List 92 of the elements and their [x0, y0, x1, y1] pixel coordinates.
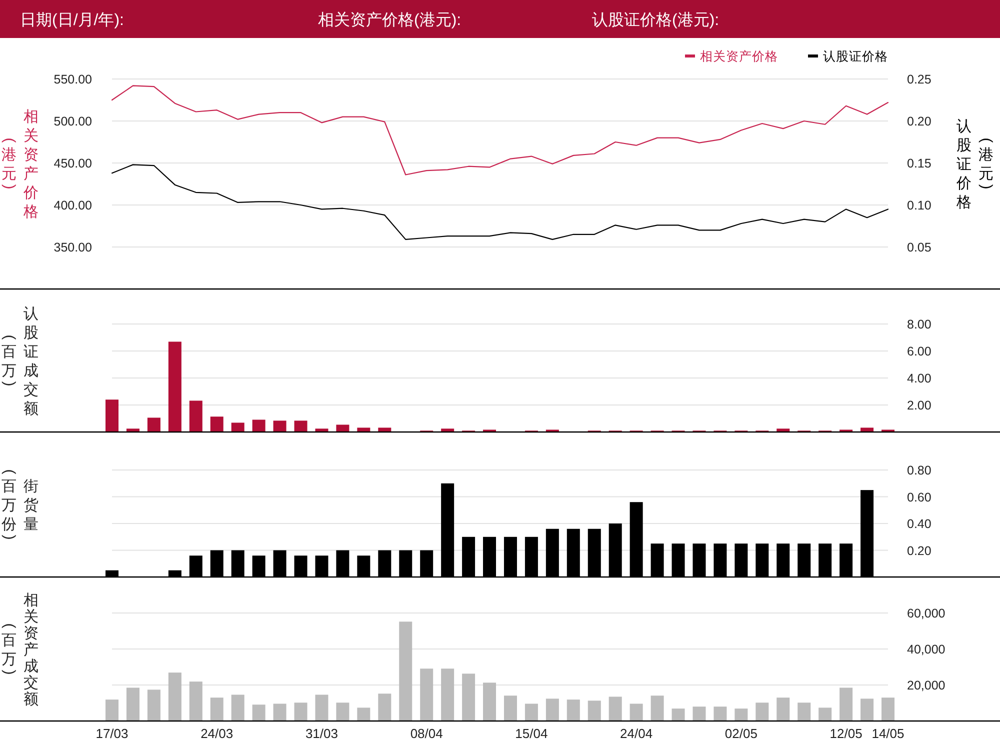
- y-axis-title: 相关资产价格 (港元): [1, 108, 38, 220]
- bar: [608, 696, 622, 721]
- bar: [106, 700, 118, 721]
- bar: [462, 674, 476, 721]
- y-axis-title: 认股证成交额 (百万): [1, 306, 38, 418]
- y-tick-label: 0.20: [907, 544, 932, 558]
- y-tick-label: 450.00: [54, 156, 92, 170]
- bar: [882, 698, 894, 721]
- bar: [504, 696, 517, 721]
- bar: [672, 708, 685, 721]
- bar: [273, 420, 286, 432]
- bar: [756, 702, 769, 721]
- bar: [378, 694, 392, 721]
- y2-axis-title: 认股证价格 (港元): [956, 118, 995, 211]
- x-tick-label: 24/04: [620, 726, 653, 741]
- y-tick-label: 20,000: [907, 678, 946, 692]
- bar: [106, 400, 118, 432]
- y2-tick-label: 0.25: [907, 72, 932, 86]
- x-tick-label: 17/03: [96, 726, 128, 741]
- text: 日期(日/月/年):: [20, 11, 124, 29]
- bar: [399, 622, 412, 721]
- bar: [294, 702, 308, 721]
- bar: [776, 698, 790, 721]
- legend-label: 认股证价格: [823, 50, 888, 64]
- bar: [840, 688, 853, 721]
- y-tick-label: 350.00: [54, 240, 92, 254]
- text: 相关资产价格(港元):: [318, 11, 462, 29]
- bar: [798, 702, 811, 721]
- bar: [378, 428, 392, 432]
- y2-tick-label: 0.15: [907, 156, 932, 170]
- y-tick-label: 500.00: [54, 114, 92, 128]
- bar: [546, 698, 559, 721]
- x-tick-label: 24/03: [200, 726, 234, 741]
- y-tick-label: 6.00: [907, 344, 932, 358]
- bar: [336, 702, 350, 721]
- bar: [734, 708, 748, 721]
- bar: [231, 422, 244, 432]
- bar: [210, 698, 224, 721]
- bar: [126, 688, 140, 721]
- y2-tick-label: 0.10: [907, 198, 932, 212]
- bar: [588, 700, 601, 721]
- x-tick-label: 08/04: [410, 726, 443, 741]
- line-series: [111, 164, 889, 240]
- bar: [357, 428, 370, 432]
- y-tick-label: 0.40: [907, 517, 932, 531]
- line-series: [111, 85, 889, 176]
- bar: [168, 342, 182, 432]
- bar: [357, 708, 370, 721]
- bar: [189, 400, 202, 432]
- bar: [189, 682, 202, 721]
- bar: [524, 704, 538, 721]
- bar: [147, 690, 160, 721]
- bar: [294, 420, 308, 432]
- bar: [252, 420, 266, 432]
- y-axis-title: 相关资产成交额 (百万): [1, 592, 38, 708]
- legend-label: 相关资产价格: [700, 50, 778, 64]
- x-tick-label: 31/03: [305, 726, 338, 741]
- bar: [420, 668, 434, 721]
- bar: [168, 672, 182, 721]
- x-tick-label: 12/05: [830, 726, 862, 741]
- y-tick-label: 8.00: [907, 318, 932, 332]
- y-tick-label: 4.00: [907, 372, 932, 386]
- y-tick-label: 0.60: [907, 490, 932, 504]
- bar: [650, 696, 664, 721]
- bar: [860, 428, 874, 432]
- bar: [860, 698, 874, 721]
- bar: [231, 694, 244, 721]
- y-tick-label: 400.00: [54, 198, 92, 212]
- bar: [147, 418, 160, 432]
- bar: [315, 694, 328, 721]
- y-tick-label: 0.80: [907, 464, 932, 478]
- bar: [273, 704, 286, 721]
- bar: [210, 416, 224, 432]
- bar: [566, 700, 580, 721]
- bar: [441, 668, 454, 721]
- bar: [336, 424, 350, 432]
- y-axis-title: 街货量 (百万份): [1, 454, 38, 540]
- bar: [630, 704, 643, 721]
- y-tick-label: 550.00: [54, 72, 92, 86]
- x-tick-label: 15/04: [515, 726, 548, 741]
- y-tick-label: 2.00: [907, 398, 932, 412]
- x-tick-label: 14/05: [872, 726, 904, 741]
- y-tick-label: 40,000: [907, 642, 946, 656]
- x-tick-label: 02/05: [724, 726, 758, 741]
- bar: [714, 706, 727, 721]
- bar: [818, 708, 832, 721]
- bar: [252, 704, 266, 721]
- text: 认股证价格(港元):: [592, 11, 720, 29]
- y-tick-label: 60,000: [907, 606, 946, 620]
- bar: [483, 682, 496, 721]
- bar: [692, 706, 706, 721]
- y2-tick-label: 0.05: [907, 240, 932, 254]
